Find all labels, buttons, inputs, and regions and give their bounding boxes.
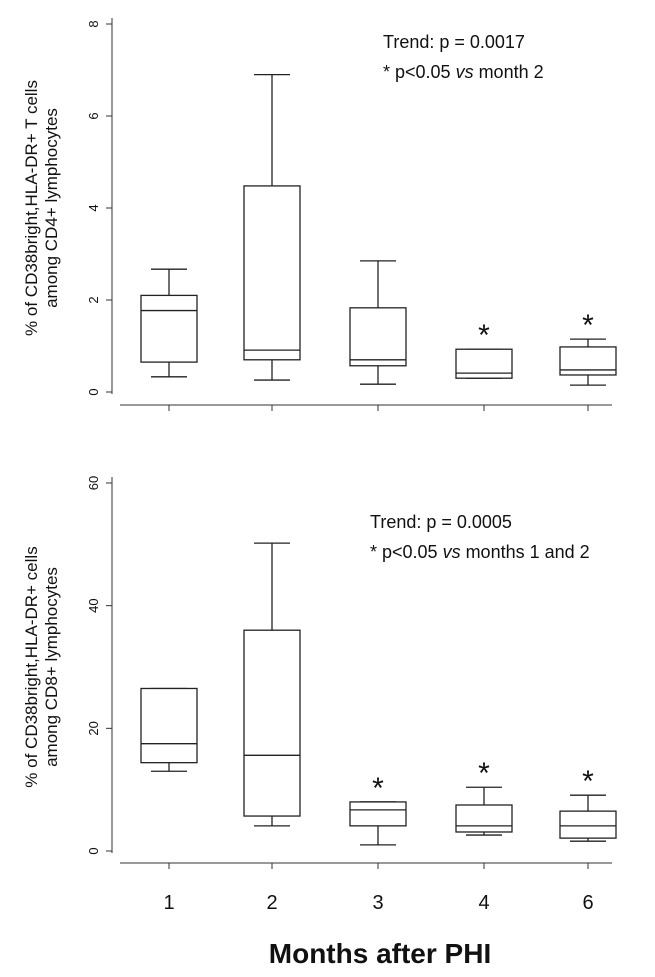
note-text: month 2 — [479, 62, 544, 82]
y-tick-label: 8 — [86, 20, 101, 27]
y-tick-label: 0 — [86, 847, 101, 854]
x-tick-label: 2 — [266, 892, 277, 914]
box — [243, 185, 301, 361]
box — [349, 307, 407, 367]
significance-star: * — [372, 772, 384, 805]
y-tick-label: 2 — [86, 296, 101, 303]
significance-star: * — [478, 757, 490, 790]
y-tick-label: 20 — [86, 721, 101, 735]
y-axis-label: among CD4+ lymphocytes — [42, 108, 61, 308]
box — [243, 629, 301, 817]
note-text: * p<0.05 — [370, 542, 438, 562]
x-tick-label: 4 — [478, 892, 489, 914]
y-axis-label: % of CD38bright,HLA-DR+ cells — [22, 546, 41, 787]
note-text: * p<0.05 — [383, 62, 451, 82]
annotation-note: * p<0.05 vs months 1 and 2 — [370, 542, 590, 562]
note-text: months 1 and 2 — [466, 542, 590, 562]
box — [455, 348, 513, 379]
significance-star: * — [582, 765, 594, 798]
annotation: Trend: p = 0.0005 — [370, 512, 512, 532]
x-tick-label: 1 — [163, 892, 174, 914]
y-tick-label: 4 — [86, 204, 101, 211]
x-axis-label: Months after PHI — [269, 938, 491, 969]
box — [140, 294, 198, 363]
significance-star: * — [478, 319, 490, 352]
box — [140, 687, 198, 764]
significance-star: * — [582, 309, 594, 342]
annotation: Trend: p = 0.0017 — [383, 32, 525, 52]
x-tick-label: 6 — [582, 892, 593, 914]
box — [559, 346, 617, 376]
y-tick-label: 60 — [86, 476, 101, 490]
box — [559, 810, 617, 839]
box — [455, 804, 513, 833]
y-tick-label: 0 — [86, 388, 101, 395]
note-italic: vs — [456, 62, 474, 82]
y-tick-label: 40 — [86, 598, 101, 612]
annotation-note: * p<0.05 vs month 2 — [383, 62, 544, 82]
x-tick-label: 3 — [372, 892, 383, 914]
note-italic: vs — [443, 542, 461, 562]
y-axis-label: among CD8+ lymphocytes — [42, 567, 61, 767]
y-tick-label: 6 — [86, 112, 101, 119]
box — [349, 801, 407, 827]
y-axis-label: % of CD38bright,HLA-DR+ T cells — [22, 80, 41, 336]
